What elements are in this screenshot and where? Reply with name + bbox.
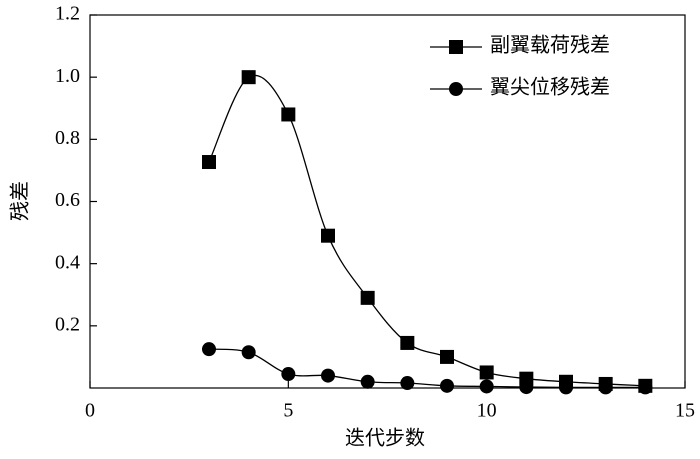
data-point bbox=[241, 345, 256, 360]
data-point bbox=[321, 368, 335, 383]
x-tick-label: 0 bbox=[85, 400, 95, 422]
y-axis-label: 残差 bbox=[9, 181, 32, 221]
data-point bbox=[440, 378, 454, 393]
y-tick-label: 0.8 bbox=[55, 127, 80, 149]
x-tick-label: 10 bbox=[477, 400, 497, 422]
data-point bbox=[360, 290, 375, 305]
y-tick-label: 0.6 bbox=[55, 189, 80, 211]
data-point bbox=[479, 379, 494, 394]
y-tick-label: 0.4 bbox=[55, 251, 80, 273]
y-tick-label: 1.2 bbox=[55, 3, 80, 25]
legend-marker bbox=[449, 40, 463, 54]
data-point bbox=[519, 380, 534, 395]
plot-frame bbox=[89, 14, 686, 389]
data-point bbox=[202, 155, 216, 170]
series-line bbox=[208, 348, 646, 389]
y-tick-label: 1.0 bbox=[55, 65, 80, 87]
data-point bbox=[202, 342, 216, 357]
data-point bbox=[360, 374, 375, 389]
data-point bbox=[598, 380, 613, 395]
data-point bbox=[281, 107, 296, 122]
data-point bbox=[559, 380, 573, 395]
series-line bbox=[208, 74, 646, 387]
y-tick-label: 0.2 bbox=[55, 313, 80, 335]
data-point bbox=[479, 365, 494, 380]
data-point bbox=[400, 376, 415, 391]
legend-label: 副翼载荷残差 bbox=[490, 34, 610, 57]
data-point bbox=[321, 228, 335, 243]
x-axis-label: 迭代步数 bbox=[345, 427, 425, 450]
x-tick-label: 5 bbox=[283, 400, 293, 422]
data-point bbox=[281, 367, 296, 382]
data-point bbox=[400, 335, 415, 350]
data-point bbox=[638, 380, 653, 395]
x-tick-label: 15 bbox=[675, 400, 695, 422]
legend-marker bbox=[449, 82, 463, 96]
data-point bbox=[440, 349, 454, 364]
legend-label: 翼尖位移残差 bbox=[490, 76, 610, 99]
data-point bbox=[241, 70, 256, 85]
